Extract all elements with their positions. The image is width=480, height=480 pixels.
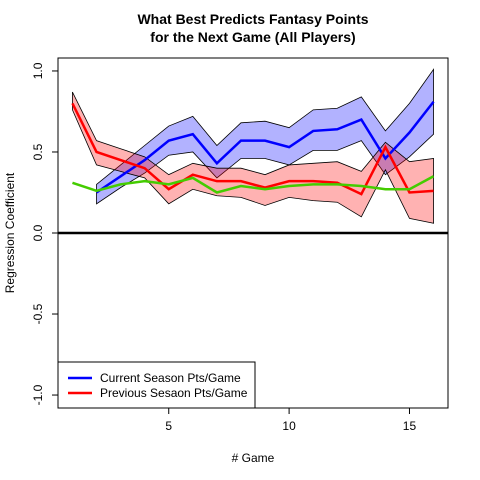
x-axis-label: # Game — [232, 451, 275, 465]
y-tick-label: 0.0 — [31, 224, 45, 241]
chart-title: What Best Predicts Fantasy Points — [137, 11, 368, 27]
confidence-band — [96, 68, 434, 205]
x-tick-label: 15 — [403, 419, 417, 433]
series-line — [71, 102, 434, 196]
confidence-band — [72, 91, 434, 224]
y-tick-label: 1.0 — [31, 62, 45, 79]
series-line — [95, 100, 435, 194]
x-tick-label: 10 — [282, 419, 296, 433]
y-tick-label: -0.5 — [31, 303, 45, 324]
y-tick-label: -1.0 — [31, 384, 45, 405]
x-tick-label: 5 — [165, 419, 172, 433]
legend-box — [57, 361, 256, 409]
chart-title: for the Next Game (All Players) — [150, 29, 355, 45]
y-axis-label: Regression Coefficient — [3, 172, 17, 293]
legend-label: Current Season Pts/Game — [100, 371, 241, 385]
y-tick-label: 0.5 — [31, 143, 45, 160]
series-line — [72, 175, 435, 194]
legend-label: Previous Sesaon Pts/Game — [100, 386, 248, 400]
